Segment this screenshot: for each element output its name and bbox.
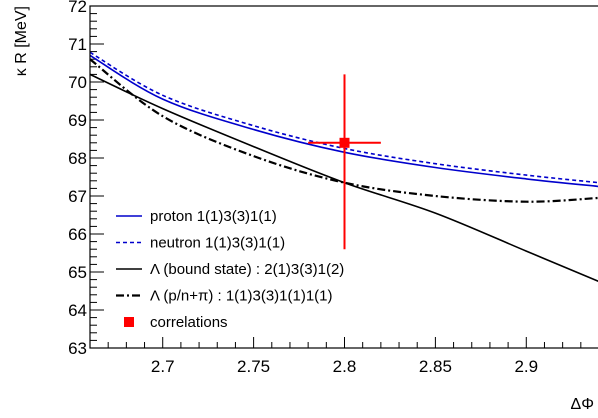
legend-label-lambda-p-n-pi-curve: Λ (p/n+π) : 1(1)3(3)1(1)1(1): [150, 288, 333, 305]
x-tick-label: 2.8: [333, 357, 357, 376]
y-tick-label: 71: [68, 35, 87, 54]
plot-frame: [89, 5, 598, 349]
y-tick-label: 65: [68, 263, 87, 282]
points-layer: [308, 74, 381, 250]
legend-label-neutron-curve: neutron 1(1)3(3)1(1): [150, 235, 285, 252]
legend-swatch-correlations: [124, 317, 134, 327]
x-axis-ticks: [89, 337, 582, 348]
legend-label-correlations: correlations: [150, 314, 228, 331]
tick-labels: 63 64 65 66 67 68 69 70 71 72 2.7 2.75 2.8 2.85 2.9: [68, 0, 538, 376]
y-tick-label: 64: [68, 301, 87, 320]
y-tick-label: 67: [68, 187, 87, 206]
legend-label-proton-curve: proton 1(1)3(3)1(1): [150, 208, 277, 225]
y-tick-label: 66: [68, 225, 87, 244]
x-tick-label: 2.7: [151, 357, 175, 376]
y-tick-label: 63: [68, 339, 87, 358]
legend-label-lambda-bound-state-curve: Λ (bound state) : 2(1)3(3)1(2): [150, 261, 344, 278]
x-axis-label: ΔΦ: [571, 396, 594, 413]
x-tick-label: 2.85: [419, 357, 452, 376]
y-tick-label: 69: [68, 111, 87, 130]
series-lambda-p-n-pi-curve: [89, 58, 598, 203]
x-tick-label: 2.75: [237, 357, 270, 376]
x-tick-label: 2.9: [514, 357, 538, 376]
legend: proton 1(1)3(3)1(1) neutron 1(1)3(3)1(1) Λ…: [116, 208, 344, 331]
y-axis-label: κ R [MeV]: [13, 6, 30, 76]
correlations-marker: [339, 137, 350, 148]
y-tick-label: 68: [68, 149, 87, 168]
y-tick-label: 72: [68, 0, 87, 16]
y-tick-label: 70: [68, 73, 87, 92]
